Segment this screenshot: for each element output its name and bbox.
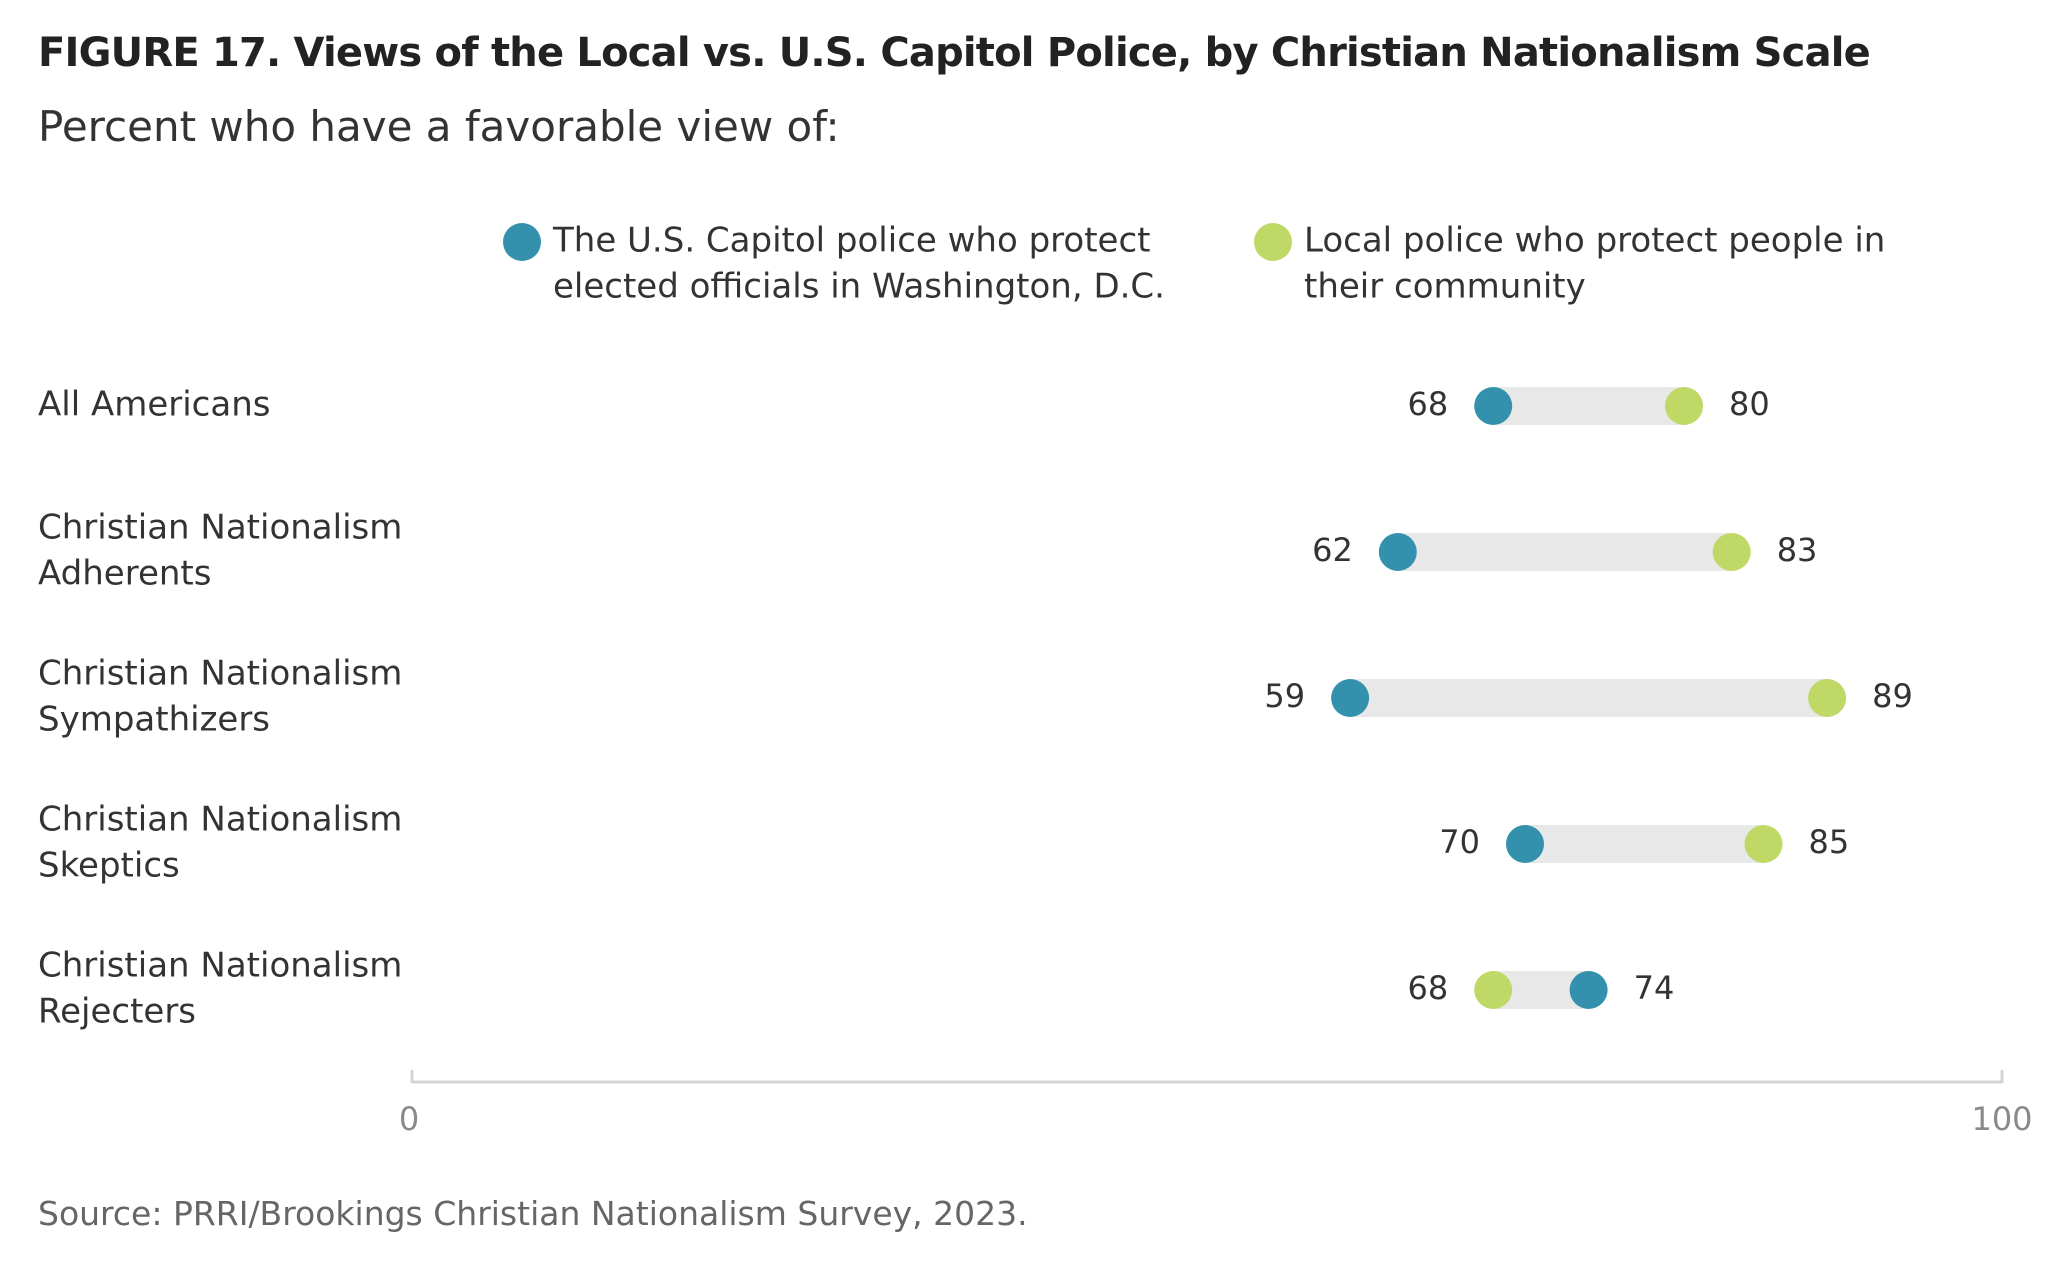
x-tick-label: 0 [399, 1100, 419, 1138]
legend-marker-capitol [503, 223, 541, 261]
range-bar [1525, 825, 1764, 863]
category-label: Christian Nationalism [38, 800, 402, 840]
category-label: Adherents [38, 554, 211, 594]
capitol-police-dot [1569, 971, 1608, 1009]
category-label: Christian Nationalism [38, 946, 402, 986]
range-bar [1493, 387, 1684, 425]
local-value-label: 85 [1809, 823, 1850, 861]
capitol-value-label: 68 [1407, 385, 1448, 423]
legend-label-capitol: elected officials in Washington, D.C. [553, 267, 1165, 307]
capitol-value-label: 59 [1264, 677, 1305, 715]
category-label: Rejecters [38, 992, 196, 1032]
local-police-dot [1712, 533, 1751, 571]
legend-label-capitol: The U.S. Capitol police who protect [552, 221, 1150, 261]
category-label: Sympathizers [38, 700, 270, 740]
category-label: All Americans [38, 385, 270, 425]
legend-label-local: their community [1304, 267, 1586, 307]
capitol-value-label: 62 [1312, 531, 1353, 569]
local-value-label: 83 [1777, 531, 1818, 569]
source-note: Source: PRRI/Brookings Christian Nationa… [38, 1194, 1028, 1233]
local-value-label: 80 [1729, 385, 1770, 423]
capitol-value-label: 70 [1439, 823, 1480, 861]
category-label: Christian Nationalism [38, 654, 402, 694]
local-police-dot [1665, 387, 1703, 425]
category-label: Christian Nationalism [38, 508, 402, 548]
chart-title: FIGURE 17. Views of the Local vs. U.S. C… [38, 30, 1871, 76]
local-police-dot [1474, 971, 1513, 1009]
local-police-dot [1808, 679, 1847, 717]
capitol-police-dot [1474, 387, 1513, 425]
capitol-value-label: 74 [1634, 969, 1675, 1007]
local-police-dot [1744, 825, 1783, 863]
capitol-police-dot [1331, 679, 1370, 717]
local-value-label: 89 [1872, 677, 1913, 715]
category-label: Skeptics [38, 846, 180, 886]
legend-label-local: Local police who protect people in [1304, 221, 1885, 261]
local-value-label: 68 [1407, 969, 1448, 1007]
capitol-police-dot [1378, 533, 1417, 571]
x-tick-label: 100 [1971, 1100, 2032, 1138]
range-bar [1397, 533, 1732, 571]
capitol-police-dot [1506, 825, 1544, 863]
chart-subtitle: Percent who have a favorable view of: [38, 102, 840, 151]
range-bar [1350, 679, 1828, 717]
legend-marker-local [1254, 223, 1292, 261]
